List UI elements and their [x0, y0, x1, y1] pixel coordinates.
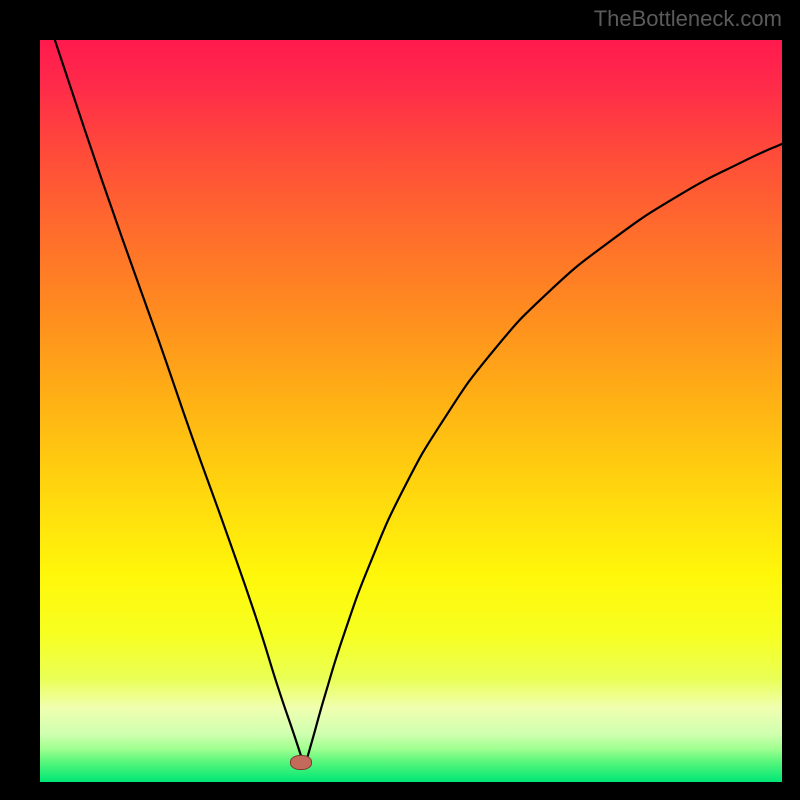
optimum-marker [290, 755, 312, 770]
right-branch-path [306, 144, 782, 764]
plot-area [40, 40, 782, 782]
bottleneck-curve [40, 40, 782, 782]
watermark-text: TheBottleneck.com [594, 6, 782, 32]
left-branch-path [51, 40, 303, 763]
chart-container: TheBottleneck.com [0, 0, 800, 800]
